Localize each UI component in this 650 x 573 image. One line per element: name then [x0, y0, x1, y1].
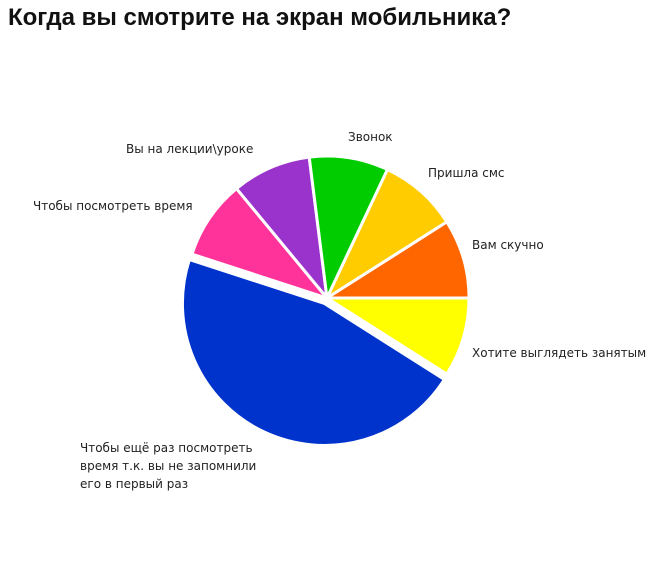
pie-slice — [190, 187, 329, 300]
pie-slice — [234, 155, 329, 300]
slice-label: Чтобы посмотреть время — [33, 199, 193, 213]
slice-label: Пришла смс — [428, 166, 505, 180]
chart-title: Когда вы смотрите на экран мобильника? — [8, 4, 512, 31]
pie-slice — [181, 258, 446, 447]
pie-slice — [325, 220, 471, 300]
slice-label: Звонок — [348, 130, 393, 144]
pie-slice — [307, 154, 389, 300]
slice-label: Хотите выглядеть занятым — [472, 346, 646, 360]
slice-label: Вы на лекции\уроке — [126, 142, 253, 156]
slice-label: Вам скучно — [472, 238, 544, 252]
pie-slice — [325, 168, 449, 300]
pie-slice — [325, 296, 471, 376]
pie-labels: Хотите выглядеть занятым Чтобы ещё раз по… — [33, 130, 646, 491]
pie-slices — [181, 154, 471, 447]
slice-label: Чтобы ещё раз посмотреть время т.к. вы не… — [80, 441, 256, 491]
